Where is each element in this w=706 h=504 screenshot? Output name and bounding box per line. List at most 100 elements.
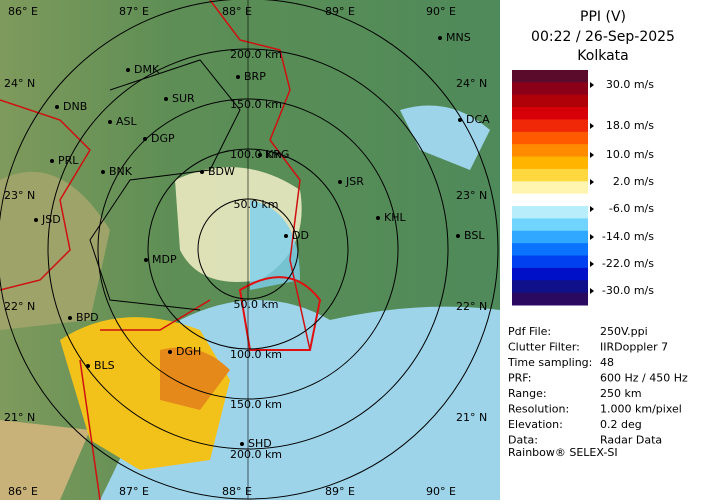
product-title: PPI (V) bbox=[580, 9, 626, 25]
city-dot bbox=[34, 218, 38, 222]
legend-label: -6.0 m/s bbox=[609, 202, 654, 215]
city-dot bbox=[458, 118, 462, 122]
city-label: BDW bbox=[208, 165, 235, 178]
city-dot bbox=[68, 316, 72, 320]
color-step bbox=[512, 119, 588, 133]
color-step bbox=[512, 206, 588, 219]
ring-label: 50.0 km bbox=[233, 298, 278, 311]
ring-label: 50.0 km bbox=[233, 198, 278, 211]
city-dot bbox=[143, 137, 147, 141]
border bbox=[209, 0, 311, 351]
info-value: Radar Data bbox=[600, 434, 662, 447]
info-key: Pdf File: bbox=[508, 325, 551, 338]
city-dot bbox=[376, 216, 380, 220]
tick-arrow bbox=[590, 82, 594, 88]
city-label: DNB bbox=[63, 100, 87, 113]
city-label: DMK bbox=[134, 63, 160, 76]
tick-arrow bbox=[590, 234, 594, 240]
color-step bbox=[512, 267, 588, 281]
legend-label: 10.0 m/s bbox=[606, 148, 654, 161]
city-dot bbox=[338, 180, 342, 184]
radar-echo bbox=[160, 347, 230, 410]
city-label: SHD bbox=[248, 437, 272, 450]
color-step bbox=[512, 168, 588, 182]
city-dot bbox=[86, 364, 90, 368]
city-label: JSR bbox=[345, 175, 364, 188]
color-bar: 30.0 m/s 18.0 m/s 10.0 m/s 2.0 m/s -6.0 m/s -… bbox=[512, 70, 654, 306]
radar-echo bbox=[400, 105, 490, 170]
legend-label: -14.0 m/s bbox=[602, 230, 654, 243]
city-label: KHL bbox=[384, 211, 406, 224]
color-step bbox=[512, 181, 588, 195]
longitude-label: 86° E bbox=[8, 485, 38, 498]
tick-arrow bbox=[590, 179, 594, 185]
tick-arrow bbox=[590, 288, 594, 294]
tick-arrow bbox=[590, 152, 594, 158]
color-step bbox=[512, 193, 588, 207]
city-label: ASL bbox=[116, 115, 138, 128]
city-dot bbox=[126, 68, 130, 72]
city-label: BLS bbox=[94, 359, 115, 372]
city-dot bbox=[258, 153, 262, 157]
latitude-label: 24° N bbox=[4, 77, 35, 90]
longitude-label: 87° E bbox=[119, 5, 149, 18]
info-key: Data: bbox=[508, 434, 538, 447]
map: 50.0 km 50.0 km 100.0 km 100.0 km 150.0 km 15… bbox=[0, 0, 500, 501]
legend-label: 18.0 m/s bbox=[606, 119, 654, 132]
city-dot bbox=[200, 170, 204, 174]
highland bbox=[0, 171, 110, 330]
color-step bbox=[512, 156, 588, 170]
tick-arrow bbox=[590, 123, 594, 129]
longitude-label: 89° E bbox=[325, 485, 355, 498]
city-label: SUR bbox=[172, 92, 195, 105]
info-key: Range: bbox=[508, 387, 547, 400]
info-value: 600 Hz / 450 Hz bbox=[600, 372, 688, 385]
latitude-label: 23° N bbox=[456, 189, 487, 202]
radar-echo bbox=[250, 200, 300, 290]
longitude-label: 87° E bbox=[119, 485, 149, 498]
ring-label: 200.0 km bbox=[230, 48, 282, 61]
color-step bbox=[512, 82, 588, 96]
color-step bbox=[512, 218, 588, 232]
city-dot bbox=[236, 75, 240, 79]
info-value: IIRDoppler 7 bbox=[600, 341, 668, 354]
info-key: PRF: bbox=[508, 372, 531, 385]
info-table: Pdf File: 250V.ppi Clutter Filter: IIRDoppl… bbox=[507, 325, 688, 447]
latitude-label: 23° N bbox=[4, 189, 35, 202]
time-stamp: 00:22 / 26-Sep-2025 bbox=[531, 29, 675, 45]
city-label: BNK bbox=[109, 165, 133, 178]
city-label: DGH bbox=[176, 345, 201, 358]
info-key: Elevation: bbox=[508, 418, 563, 431]
latitude-label: 21° N bbox=[4, 411, 35, 424]
tick-arrow bbox=[590, 261, 594, 267]
city-label: BSL bbox=[464, 229, 485, 242]
info-value: 0.2 deg bbox=[600, 418, 642, 431]
ring-label: 100.0 km bbox=[230, 348, 282, 361]
city-dot bbox=[284, 234, 288, 238]
city-dot bbox=[50, 159, 54, 163]
city-label: JSD bbox=[41, 213, 61, 226]
latitude-label: 21° N bbox=[456, 411, 487, 424]
color-step bbox=[512, 280, 588, 294]
ring-label: 200.0 km bbox=[230, 448, 282, 461]
city-dot bbox=[456, 234, 460, 238]
site-name: Kolkata bbox=[577, 48, 628, 64]
border bbox=[0, 99, 91, 291]
info-key: Clutter Filter: bbox=[508, 341, 580, 354]
longitude-label: 89° E bbox=[325, 5, 355, 18]
color-step bbox=[512, 292, 588, 306]
city-dot bbox=[240, 442, 244, 446]
legend-label: 30.0 m/s bbox=[606, 78, 654, 91]
color-step bbox=[512, 70, 588, 83]
info-value: 48 bbox=[600, 356, 614, 369]
border bbox=[79, 299, 211, 501]
footer: Rainbow® SELEX-SI bbox=[508, 446, 618, 459]
city-label: BPD bbox=[76, 311, 99, 324]
latitude-label: 24° N bbox=[456, 77, 487, 90]
city-label: DGP bbox=[151, 132, 175, 145]
color-step bbox=[512, 243, 588, 257]
legend-label: -30.0 m/s bbox=[602, 284, 654, 297]
city-dot bbox=[144, 258, 148, 262]
city-dot bbox=[168, 350, 172, 354]
